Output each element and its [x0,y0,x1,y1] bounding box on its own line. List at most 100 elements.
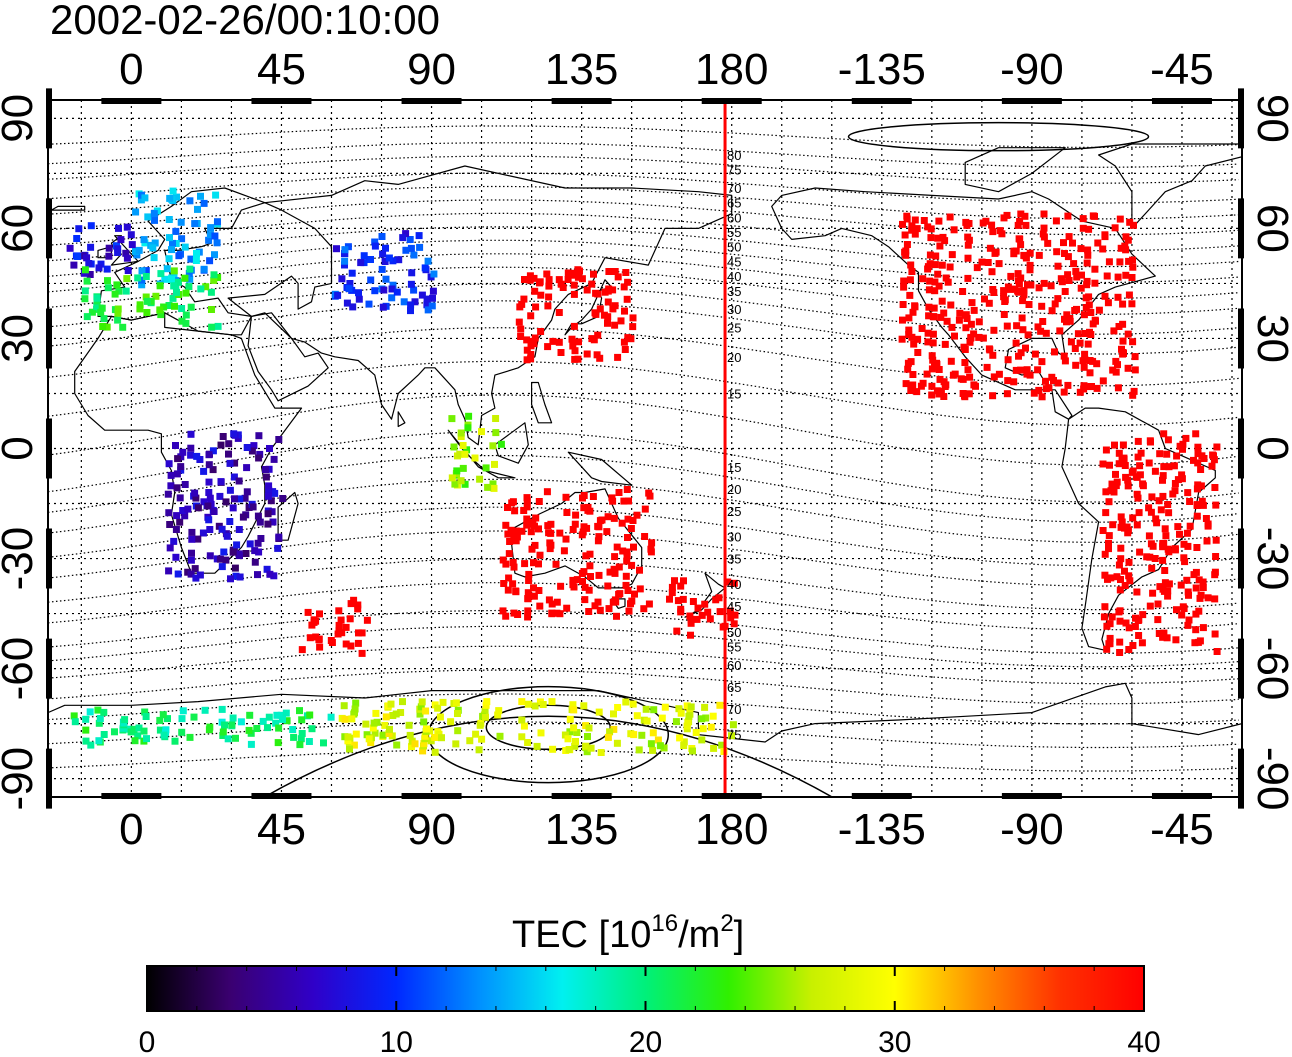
mlat-label: 75 [727,163,741,178]
tec-point [411,740,419,748]
tec-point [555,338,563,346]
tec-point [535,525,542,533]
tec-point [629,323,637,331]
tec-point [911,216,919,224]
tec-point [150,210,158,218]
tec-point [508,499,516,507]
tec-point [685,712,693,720]
tec-point [73,235,81,242]
tec-point [174,455,182,463]
tec-point [388,285,396,293]
tec-point [1194,443,1202,451]
tec-point [504,586,512,594]
tec-point [251,547,259,555]
tec-point [569,269,577,277]
tec-point [1091,265,1099,273]
tec-point [1199,584,1207,591]
tec-point [1129,391,1137,399]
tec-point [636,566,643,574]
tec-point [1198,497,1206,505]
tec-point [527,351,535,358]
tec-point [596,305,604,313]
tec-point [623,557,631,565]
tec-point [966,338,974,346]
tec-point [1007,272,1015,280]
tec-point [397,709,405,716]
tec-point [254,512,262,520]
tec-point [614,704,622,711]
tec-point [1122,246,1130,254]
tec-point [1146,602,1154,610]
tec-point [1126,577,1134,585]
tec-point [972,382,979,390]
tec-point [1079,224,1087,232]
tec-point [924,329,932,337]
tec-point [940,393,948,400]
tec-point [172,553,180,561]
tec-point [1186,522,1194,530]
tec-point [418,698,426,706]
mlat-label: 35 [727,552,741,567]
tec-point [610,725,618,733]
tec-point [1091,316,1099,324]
tec-point [1014,277,1022,285]
tec-point [423,301,431,309]
tec-point [964,241,972,249]
tec-point [1151,555,1159,562]
tec-point [537,328,545,335]
tec-point [1121,567,1128,575]
tec-point [335,621,343,629]
tec-point [1083,281,1091,289]
latitude-label-right: -60 [1248,637,1292,701]
tec-point [192,574,200,582]
tec-point [1122,233,1130,241]
tec-point [355,289,362,297]
tec-point [694,604,702,612]
tec-point [170,537,178,545]
tec-point [901,231,909,239]
mlat-label: 45 [727,599,741,614]
tec-point [1192,584,1200,592]
tec-point [609,286,617,294]
tec-point [570,583,578,591]
tec-point [1193,512,1201,520]
tec-point [86,271,94,278]
tec-point [1203,537,1211,545]
tec-point [582,552,590,560]
colorbar-tick-label: 0 [139,1026,156,1057]
tec-point [1086,369,1094,377]
tec-point [451,480,459,488]
tec-point [590,336,598,344]
tec-point [1184,621,1192,629]
tec-point [675,705,683,713]
tec-point [141,194,149,202]
tec-point [185,283,193,291]
tec-point [1109,521,1117,529]
tec-point [1180,554,1188,562]
tec-point [518,716,526,724]
tec-point [1156,450,1164,458]
tec-point [1026,249,1034,257]
tec-point [315,635,323,643]
tec-point [904,359,912,367]
tec-point [235,526,243,533]
tec-point [1053,248,1061,256]
tec-point [649,729,657,737]
tec-point [166,521,174,528]
tec-point [613,612,620,620]
tec-point [603,528,611,536]
mlat-pole-south-inner [485,704,612,751]
tec-point [1100,613,1108,621]
tec-point [716,701,724,709]
tec-point [1155,497,1163,505]
tec-point [569,342,577,350]
tec-point [532,303,540,311]
tec-point [207,224,215,232]
mlat-label: 70 [727,181,741,196]
tec-point [536,602,544,610]
tec-point [506,538,514,545]
tec-point [1099,245,1107,253]
coastline [227,165,733,446]
tec-point [213,239,221,247]
tec-point [914,335,922,343]
